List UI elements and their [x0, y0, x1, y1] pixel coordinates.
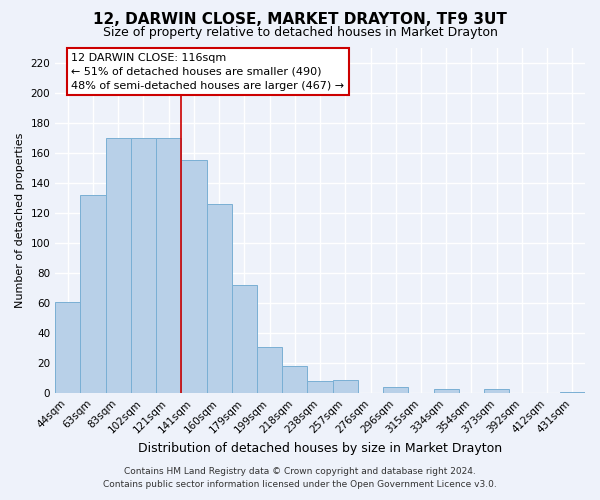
Bar — [332, 380, 358, 394]
Bar — [106, 138, 131, 394]
Text: 12, DARWIN CLOSE, MARKET DRAYTON, TF9 3UT: 12, DARWIN CLOSE, MARKET DRAYTON, TF9 3U… — [93, 12, 507, 28]
Bar — [257, 346, 282, 394]
Bar — [307, 382, 332, 394]
X-axis label: Distribution of detached houses by size in Market Drayton: Distribution of detached houses by size … — [138, 442, 502, 455]
Bar — [181, 160, 206, 394]
Bar — [282, 366, 307, 394]
Text: Contains HM Land Registry data © Crown copyright and database right 2024.
Contai: Contains HM Land Registry data © Crown c… — [103, 468, 497, 489]
Text: Size of property relative to detached houses in Market Drayton: Size of property relative to detached ho… — [103, 26, 497, 39]
Bar — [560, 392, 585, 394]
Bar — [383, 388, 409, 394]
Bar — [80, 195, 106, 394]
Bar — [55, 302, 80, 394]
Y-axis label: Number of detached properties: Number of detached properties — [15, 132, 25, 308]
Bar — [131, 138, 156, 394]
Bar — [206, 204, 232, 394]
Text: 12 DARWIN CLOSE: 116sqm
← 51% of detached houses are smaller (490)
48% of semi-d: 12 DARWIN CLOSE: 116sqm ← 51% of detache… — [71, 52, 344, 90]
Bar — [484, 389, 509, 394]
Bar — [434, 389, 459, 394]
Bar — [156, 138, 181, 394]
Bar — [232, 285, 257, 394]
